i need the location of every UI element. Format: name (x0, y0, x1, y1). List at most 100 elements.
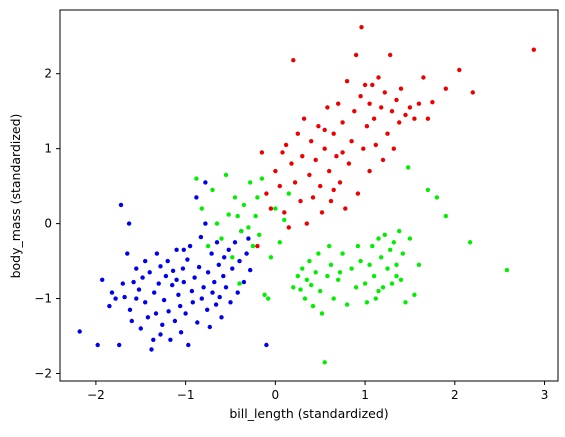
x-axis: −2 −1 0 1 2 3 (87, 381, 548, 402)
data-point-series-0-64 (209, 251, 214, 256)
data-point-series-2-61 (403, 112, 408, 118)
data-point-series-0-65 (210, 290, 215, 295)
data-point-series-1-34 (307, 258, 312, 264)
data-point-series-2-71 (531, 47, 536, 52)
data-point-series-1-67 (394, 262, 399, 267)
data-point-series-2-70 (470, 90, 475, 95)
data-point-series-0-35 (165, 258, 170, 264)
data-point-series-2-58 (394, 97, 399, 103)
data-point-series-2-39 (353, 52, 359, 58)
data-point-series-1-19 (257, 232, 262, 237)
data-point-series-2-23 (318, 183, 323, 189)
data-point-series-1-74 (412, 292, 417, 297)
data-point-series-2-17 (304, 221, 309, 226)
data-point-series-0-24 (149, 347, 154, 352)
data-point-series-0-56 (196, 264, 202, 270)
data-point-series-1-72 (406, 165, 411, 170)
x-tick-label: 0 (272, 388, 280, 402)
data-point-series-2-21 (313, 157, 318, 163)
data-point-series-2-49 (373, 142, 378, 148)
data-point-series-1-6 (223, 172, 229, 178)
data-point-series-2-1 (259, 150, 265, 155)
data-point-series-0-53 (192, 275, 197, 280)
data-point-series-0-57 (198, 234, 204, 240)
data-point-series-1-42 (325, 273, 330, 279)
data-point-series-1-51 (355, 243, 361, 249)
data-point-series-0-58 (199, 296, 204, 301)
data-point-series-1-43 (327, 243, 332, 249)
data-point-series-0-71 (219, 315, 224, 320)
data-point-series-1-29 (295, 273, 300, 279)
data-point-series-0-15 (134, 296, 139, 301)
data-point-series-0-76 (228, 300, 233, 305)
y-tick-label: 0 (44, 217, 52, 231)
data-point-series-1-35 (309, 282, 314, 288)
data-point-series-0-49 (186, 342, 191, 348)
data-point-series-0-45 (180, 266, 186, 271)
data-point-series-0-51 (189, 288, 195, 294)
data-point-series-2-40 (355, 191, 361, 196)
data-point-series-1-14 (246, 225, 251, 230)
data-point-series-0-54 (194, 195, 199, 200)
data-point-series-2-38 (352, 109, 357, 114)
data-point-series-2-24 (319, 210, 325, 215)
data-point-series-0-2 (100, 277, 105, 282)
data-point-series-2-16 (301, 116, 307, 121)
data-point-series-2-33 (340, 120, 345, 125)
data-point-series-1-30 (298, 287, 303, 292)
data-point-series-0-30 (158, 332, 163, 337)
data-point-series-1-0 (194, 176, 199, 181)
data-point-series-2-60 (398, 86, 404, 91)
data-point-series-1-16 (250, 243, 256, 249)
data-point-series-2-72 (322, 127, 327, 133)
data-point-series-0-59 (201, 285, 206, 290)
data-point-series-0-44 (178, 330, 184, 335)
data-point-series-0-34 (163, 273, 169, 279)
data-point-series-1-75 (416, 262, 422, 267)
data-point-series-0-69 (216, 262, 221, 267)
data-point-series-0-62 (205, 270, 211, 275)
data-point-series-2-56 (389, 109, 395, 114)
y-tick-label: 1 (44, 142, 52, 156)
data-point-series-0-7 (118, 202, 124, 208)
data-point-series-0-50 (187, 243, 193, 249)
data-point-series-0-23 (147, 270, 152, 275)
data-point-series-0-29 (156, 281, 161, 286)
data-point-series-2-44 (362, 82, 368, 88)
data-point-series-2-13 (295, 131, 300, 136)
data-point-series-2-15 (300, 154, 305, 159)
data-point-series-1-21 (262, 292, 267, 297)
data-point-series-0-68 (214, 240, 220, 245)
data-point-series-2-35 (344, 79, 350, 84)
data-point-series-1-33 (304, 277, 309, 282)
data-point-series-2-12 (292, 180, 298, 185)
data-point-series-1-52 (358, 258, 363, 264)
data-point-series-1-55 (367, 262, 372, 267)
data-point-series-1-81 (394, 273, 399, 279)
y-axis-label: body_mass (standardized) (8, 114, 23, 279)
data-point-series-2-75 (367, 101, 372, 106)
data-point-series-1-37 (313, 270, 318, 275)
data-point-series-0-48 (185, 257, 190, 262)
data-point-series-0-21 (143, 258, 148, 264)
data-point-series-0-28 (154, 251, 160, 256)
data-point-series-0-37 (168, 337, 173, 342)
data-point-series-0-79 (235, 290, 240, 295)
data-point-series-2-59 (397, 120, 402, 125)
data-point-series-0-33 (161, 297, 167, 303)
data-point-series-2-36 (346, 161, 352, 166)
data-point-series-1-25 (277, 240, 282, 245)
data-point-series-0-66 (212, 279, 217, 285)
data-point-series-0-47 (183, 311, 188, 316)
data-point-series-0-6 (117, 342, 122, 348)
data-point-series-1-78 (443, 213, 448, 219)
data-point-series-0-16 (134, 266, 139, 271)
data-point-series-2-5 (277, 183, 282, 189)
data-point-series-0-40 (172, 318, 178, 324)
x-tick-label: 3 (541, 388, 549, 402)
data-point-series-1-65 (389, 281, 395, 286)
data-point-series-0-4 (109, 290, 115, 295)
data-point-series-1-63 (385, 266, 390, 271)
data-point-series-2-4 (273, 168, 278, 174)
